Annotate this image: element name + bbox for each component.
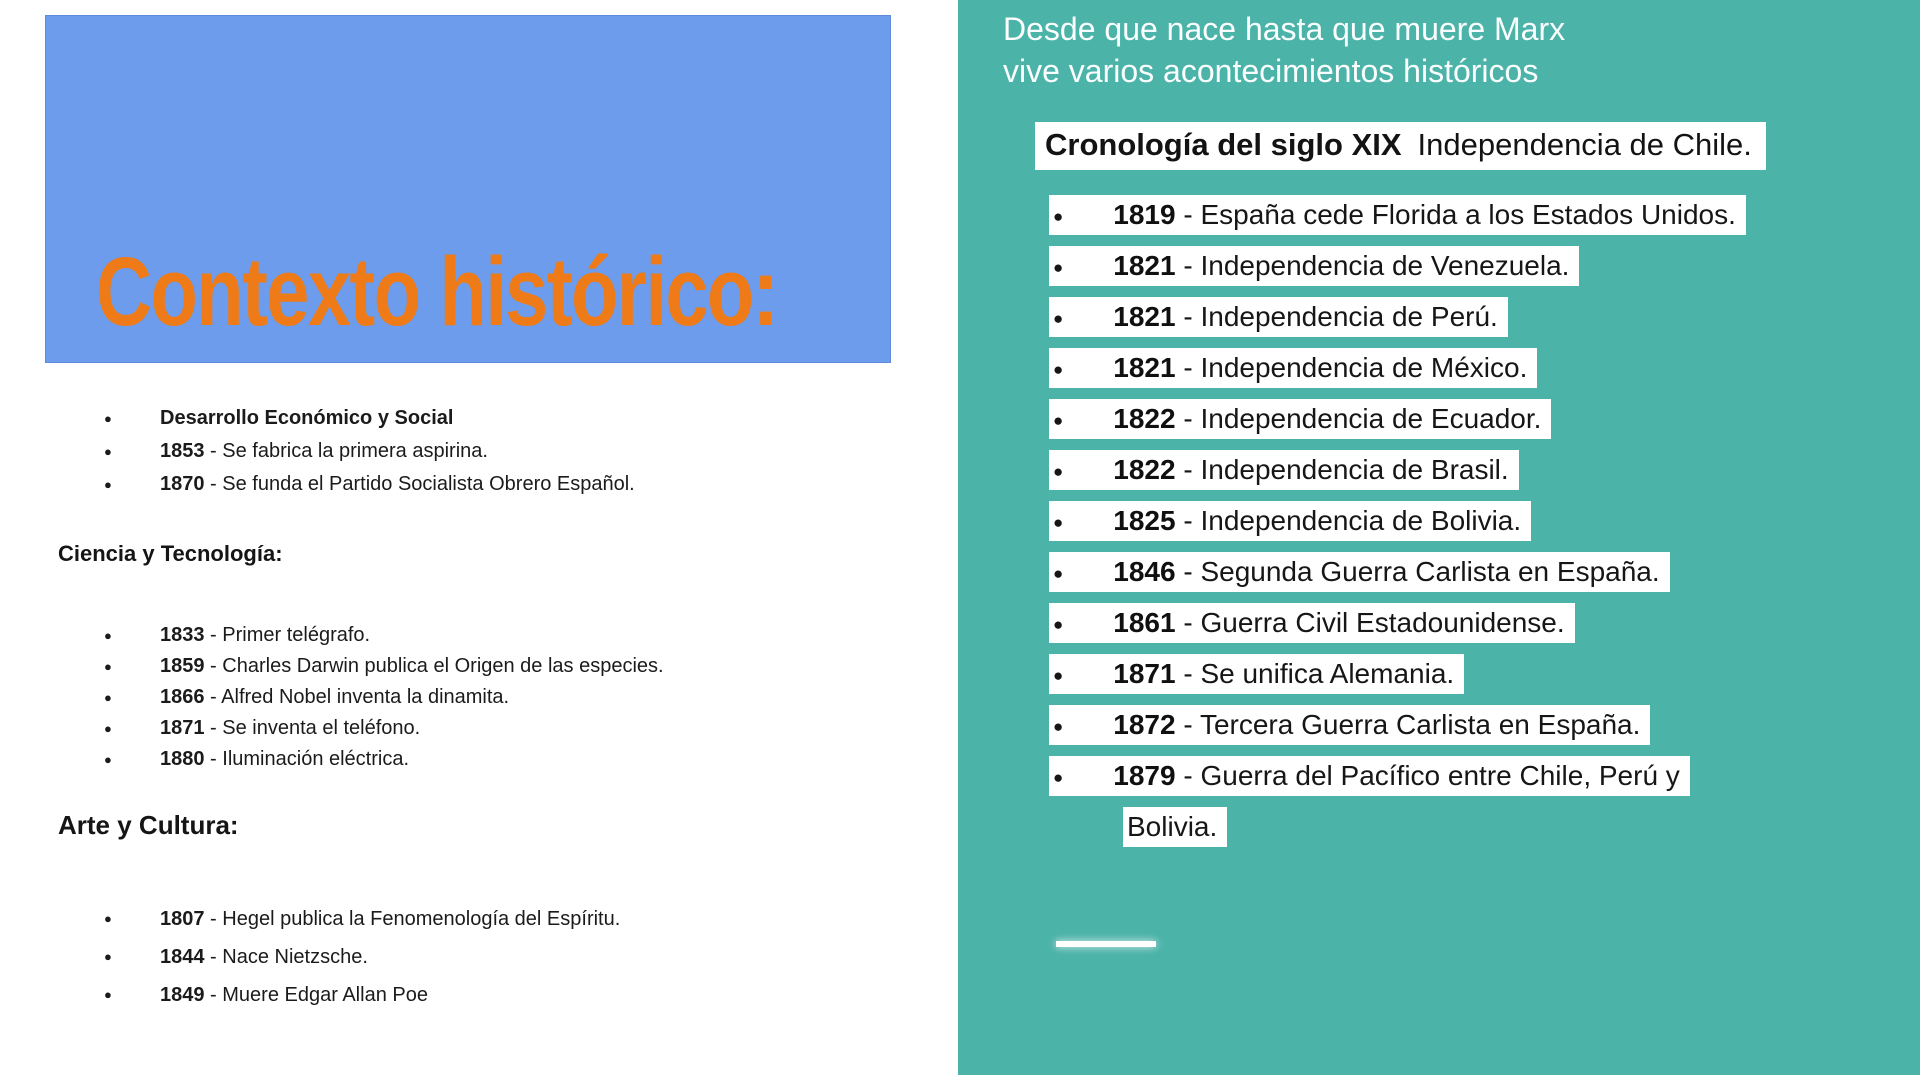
item-text: 1859 - Charles Darwin publica el Origen … (160, 655, 664, 677)
timeline-item: ● 1861 - Guerra Civil Estadounidense. (1049, 598, 1749, 649)
timeline-list: ● 1819 - España cede Florida a los Estado… (1049, 190, 1749, 851)
list-item: ● Desarrollo Económico y Social (96, 402, 635, 435)
timeline-item: ● 1846 - Segunda Guerra Carlista en Españ… (1049, 547, 1749, 598)
bullet-icon: ● (1053, 513, 1064, 532)
bullet-icon: ● (104, 949, 112, 964)
list-item: ● 1849 - Muere Edgar Allan Poe (96, 976, 620, 1014)
timeline-item: ● 1825 - Independencia de Bolivia. (1049, 496, 1749, 547)
bullet-icon: ● (1053, 564, 1064, 583)
list-item: ● 1859 - Charles Darwin publica el Origen… (96, 651, 664, 682)
chronology-banner: Cronología del siglo XIX Independencia de… (1035, 122, 1766, 170)
item-text: 1849 - Muere Edgar Allan Poe (160, 984, 428, 1006)
list-item: ● 1853 - Se fabrica la primera aspirina. (96, 435, 635, 468)
bullet-icon: ● (1053, 462, 1064, 481)
economy-list: ● Desarrollo Económico y Social ● 1853 - S… (96, 402, 635, 501)
bullet-icon: ● (1053, 615, 1064, 634)
bullet-icon: ● (1053, 258, 1064, 277)
science-list: ● 1833 - Primer telégrafo. ● 1859 - Charle… (96, 620, 664, 775)
bullet-icon: ● (104, 444, 112, 459)
timeline-item: ● 1872 - Tercera Guerra Carlista en Españ… (1049, 700, 1749, 751)
list-item: ● 1866 - Alfred Nobel inventa la dinamita… (96, 682, 664, 713)
bullet-icon: ● (104, 411, 112, 426)
bullet-icon: ● (104, 721, 112, 736)
bullet-icon: ● (1053, 717, 1064, 736)
bullet-icon: ● (1053, 411, 1064, 430)
bullet-icon: ● (1053, 768, 1064, 787)
item-text: 1807 - Hegel publica la Fenomenología de… (160, 908, 621, 930)
slide-title: Contexto histórico: (96, 237, 779, 346)
title-banner: Contexto histórico: (45, 15, 891, 363)
item-text: 1880 - Iluminación eléctrica. (160, 748, 410, 770)
item-text: 1866 - Alfred Nobel inventa la dinamita. (160, 686, 510, 708)
underline-mark (1056, 941, 1156, 947)
list-item: ● 1833 - Primer telégrafo. (96, 620, 664, 651)
bullet-icon: ● (1053, 309, 1064, 328)
list-item: ● 1880 - Iluminación eléctrica. (96, 744, 664, 775)
bullet-icon: ● (104, 690, 112, 705)
bullet-icon: ● (104, 752, 112, 767)
timeline-item: ● 1822 - Independencia de Brasil. (1049, 445, 1749, 496)
list-item: ● 1870 - Se funda el Partido Socialista O… (96, 468, 635, 501)
item-text: Desarrollo Económico y Social (160, 407, 454, 429)
bullet-icon: ● (1053, 207, 1064, 226)
timeline-item: ● 1871 - Se unifica Alemania. (1049, 649, 1749, 700)
bullet-icon: ● (1053, 360, 1064, 379)
chronology-title: Cronología del siglo XIX (1045, 127, 1402, 162)
bullet-icon: ● (104, 628, 112, 643)
timeline-item: ● 1821 - Independencia de Perú. (1049, 292, 1749, 343)
timeline-item: ● 1821 - Independencia de Venezuela. (1049, 241, 1749, 292)
item-text: 1833 - Primer telégrafo. (160, 624, 371, 646)
bullet-icon: ● (104, 477, 112, 492)
item-text: 1853 - Se fabrica la primera aspirina. (160, 440, 488, 462)
list-item: ● 1871 - Se inventa el teléfono. (96, 713, 664, 744)
timeline-item: ● 1819 - España cede Florida a los Estado… (1049, 190, 1749, 241)
chronology-subtitle: Independencia de Chile. (1417, 127, 1752, 162)
list-item: ● 1844 - Nace Nietzsche. (96, 938, 620, 976)
list-item: ● 1807 - Hegel publica la Fenomenología d… (96, 900, 620, 938)
science-heading: Ciencia y Tecnología: (58, 541, 283, 566)
timeline-item: ● 1822 - Independencia de Ecuador. (1049, 394, 1749, 445)
bullet-icon: ● (1053, 666, 1064, 685)
arts-list: ● 1807 - Hegel publica la Fenomenología d… (96, 900, 620, 1014)
item-text: 1844 - Nace Nietzsche. (160, 946, 368, 968)
item-text: 1871 - Se inventa el teléfono. (160, 717, 421, 739)
item-text: 1870 - Se funda el Partido Socialista Ob… (160, 473, 635, 495)
bullet-icon: ● (104, 659, 112, 674)
bullet-icon: ● (104, 911, 112, 926)
arts-heading: Arte y Cultura: (58, 810, 239, 840)
intro-text: Desde que nace hasta que muere Marx vive… (1003, 11, 1566, 89)
timeline-item: ● 1879 - Guerra del Pacífico entre Chile,… (1049, 751, 1749, 851)
timeline-item: ● 1821 - Independencia de México. (1049, 343, 1749, 394)
bullet-icon: ● (104, 987, 112, 1002)
right-panel: Desde que nace hasta que muere Marx vive… (958, 0, 1920, 1075)
